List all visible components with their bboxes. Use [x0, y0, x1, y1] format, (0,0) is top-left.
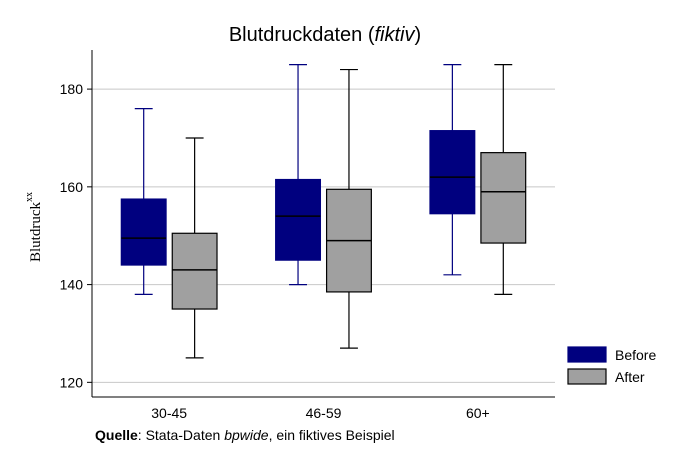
source-note-text1: : Stata-Daten — [137, 427, 225, 443]
source-note-text2: , ein fiktives Beispiel — [268, 427, 395, 443]
box-after-0 — [171, 137, 218, 359]
x-tick-label: 46-59 — [306, 405, 342, 421]
box-iqr — [171, 232, 218, 310]
source-note-italic: bpwide — [224, 427, 269, 443]
y-tick-label: 120 — [60, 374, 84, 390]
box-series — [120, 64, 527, 359]
box-after-2 — [480, 64, 527, 295]
chart-title: Blutdruckdaten (fiktiv) — [229, 24, 421, 46]
chart-title-main: Blutdruckdaten — [229, 24, 362, 46]
box-iqr — [120, 198, 167, 266]
chart-title-italic: fiktiv — [374, 24, 415, 46]
y-tick-labels: 120 140 160 180 — [60, 81, 84, 390]
box-iqr — [429, 130, 476, 215]
y-tick-label: 180 — [60, 81, 84, 97]
source-note: Quelle: Stata-Daten bpwide, ein fiktives… — [95, 427, 395, 443]
chart-title-close-paren: ) — [414, 24, 421, 46]
box-before-0 — [120, 108, 167, 295]
y-tick-label: 160 — [60, 179, 84, 195]
box-iqr — [275, 178, 322, 261]
box-before-1 — [275, 64, 322, 286]
y-tick-label: 140 — [60, 277, 84, 293]
axes — [87, 50, 555, 398]
x-tick-labels: 30-45 46-59 60+ — [151, 405, 489, 421]
x-tick-label: 60+ — [466, 405, 490, 421]
y-axis-label-text: Blutdruck — [28, 202, 44, 262]
source-note-bold: Quelle — [95, 427, 138, 443]
box-before-2 — [429, 64, 476, 276]
legend-swatch — [567, 346, 607, 363]
legend-label: Before — [615, 347, 656, 363]
grid-lines — [92, 88, 555, 383]
legend: Before After — [567, 346, 656, 385]
y-axis-label-superscript: xx — [24, 192, 35, 202]
x-tick-label: 30-45 — [151, 405, 187, 421]
legend-swatch — [567, 368, 607, 385]
legend-item-after: After — [567, 368, 645, 385]
chart-title-open-paren: ( — [368, 24, 375, 46]
box-after-1 — [325, 68, 372, 349]
legend-item-before: Before — [567, 346, 656, 363]
legend-label: After — [615, 369, 645, 385]
box-iqr — [480, 152, 527, 244]
y-axis-label: Blutdruckxx — [24, 192, 44, 262]
